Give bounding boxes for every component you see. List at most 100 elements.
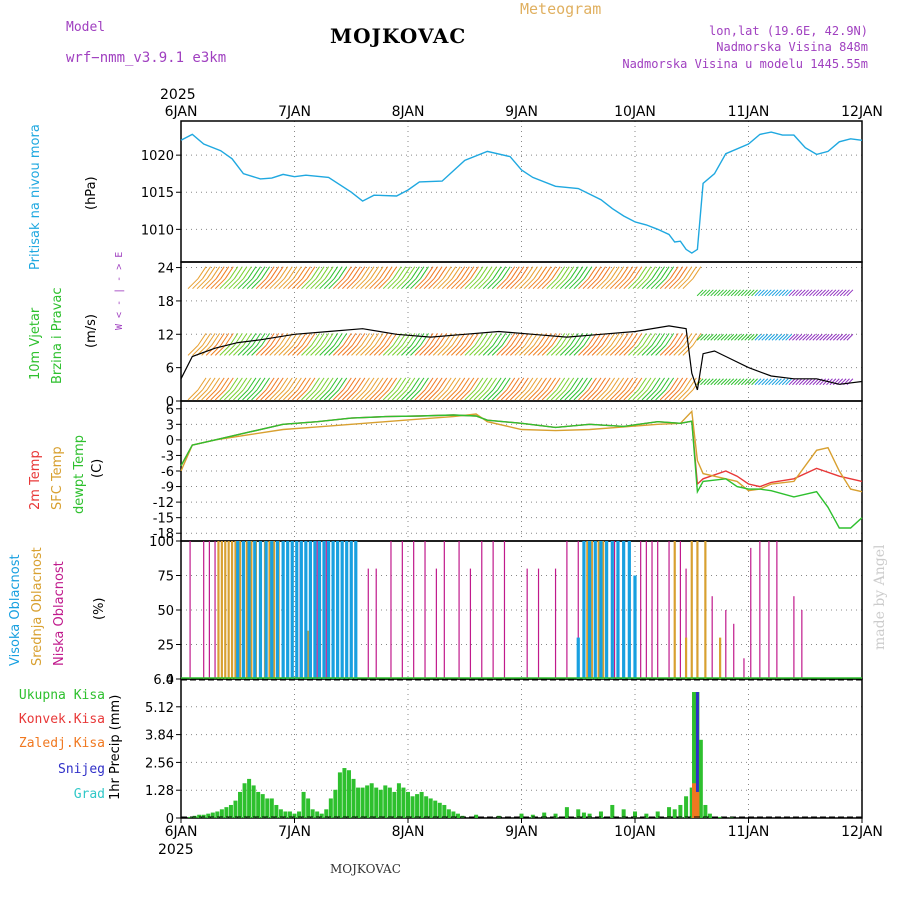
wind-barb [314,345,326,356]
wind-barb [423,345,435,356]
y-tick-label: 0 [166,673,174,688]
wind-barb [578,266,588,279]
precip-bar [319,813,324,818]
wind-barb [251,389,262,401]
wind-barb [646,345,657,356]
y-tick-label: 2.56 [145,756,174,771]
x-tick-label-bottom: 10JAN [614,824,656,840]
wind-barb [642,377,652,391]
y-tick-label: 100 [149,535,174,550]
wind-barb [537,278,548,290]
wind-barb [596,278,607,290]
y-tick-label: -18 [153,527,174,542]
wind-barb [420,266,429,279]
wind-barb [429,266,438,279]
wind-barb [378,278,390,290]
wind-barb [519,389,530,401]
precip-legend-frozen: Zaledj.Kisa [18,736,105,751]
wind-barb [559,278,571,290]
cloud-bar [317,541,322,679]
wind-barb [515,377,525,391]
wind-barb [588,377,597,391]
wind-barb [541,345,553,356]
wind-barb [369,345,380,356]
wind-barb [758,378,765,386]
cloud-bar [492,541,494,679]
wind-barb [469,278,480,290]
wind-barb [219,389,231,401]
wind-barb [301,345,312,356]
wind-barb [229,377,239,391]
wind-barb [487,278,499,290]
wind-barb [206,377,216,391]
precip-bar [197,814,202,818]
wind-barb [492,377,502,391]
wind-barb [419,389,430,401]
wind-barb [469,389,480,401]
wind-barb [551,266,561,279]
wind-barb [624,266,634,279]
wind-barb [775,289,782,297]
wind-barb [428,389,439,401]
wind-barb [659,278,671,290]
wind-barb [700,378,707,386]
wind-barb [668,389,680,401]
wind-barb [360,345,371,356]
cloud-bar [627,541,631,679]
wind-barb [361,333,370,346]
cloud-bar [685,568,687,679]
wind-barb [637,278,648,290]
wind-barb [764,378,772,386]
wind-barb [677,278,689,290]
wind-barb [401,389,412,401]
cloud-bar [599,541,603,679]
wind-barb [302,333,311,346]
wind-barb [637,389,648,401]
wind-barb [255,345,267,356]
wind-barb [541,389,553,401]
wind-barb [717,333,724,341]
wind-barb [456,377,466,391]
wind-barb [197,333,207,346]
precip-bar [672,809,677,818]
precip-bar [206,813,211,818]
wind-barb [727,333,735,341]
wind-barb [356,266,366,279]
wind-barb [596,389,607,401]
wind-barb [214,278,226,290]
wind-barb [315,266,325,279]
wind-barb [819,378,827,386]
cloud-series-0 [189,541,803,679]
cloud-bar [704,541,707,679]
cloud-bar [711,596,713,679]
wind-barb [324,377,334,391]
wind-barb [496,345,508,356]
y-tick-label: 6.4 [153,673,174,688]
wind-barb [220,266,230,279]
wind-barb [329,377,339,391]
y-tick-label: 18 [157,295,174,310]
wind-barb [246,345,258,356]
wind-barb [450,278,462,290]
wind-barb [550,389,562,401]
wind-barb [370,266,379,279]
precip-bar [365,785,370,818]
wind-barb [383,333,393,346]
wind-barb [792,333,799,341]
wind-barb [574,266,584,279]
wind-barb [333,377,343,391]
precip-bar [238,791,243,818]
wind-barb [618,278,630,290]
wind-barb [202,377,211,391]
precip-bar [219,809,224,818]
cloud-bar [776,541,778,679]
wind-barb [451,266,461,279]
wind-barb [211,377,221,391]
wind-barb [533,266,543,279]
wind-barb [319,345,331,356]
wind-barb [202,266,211,279]
wind-barb [659,389,671,401]
precip-bar [519,813,524,818]
wind-barb [606,333,616,346]
cloud-bar [590,541,593,679]
